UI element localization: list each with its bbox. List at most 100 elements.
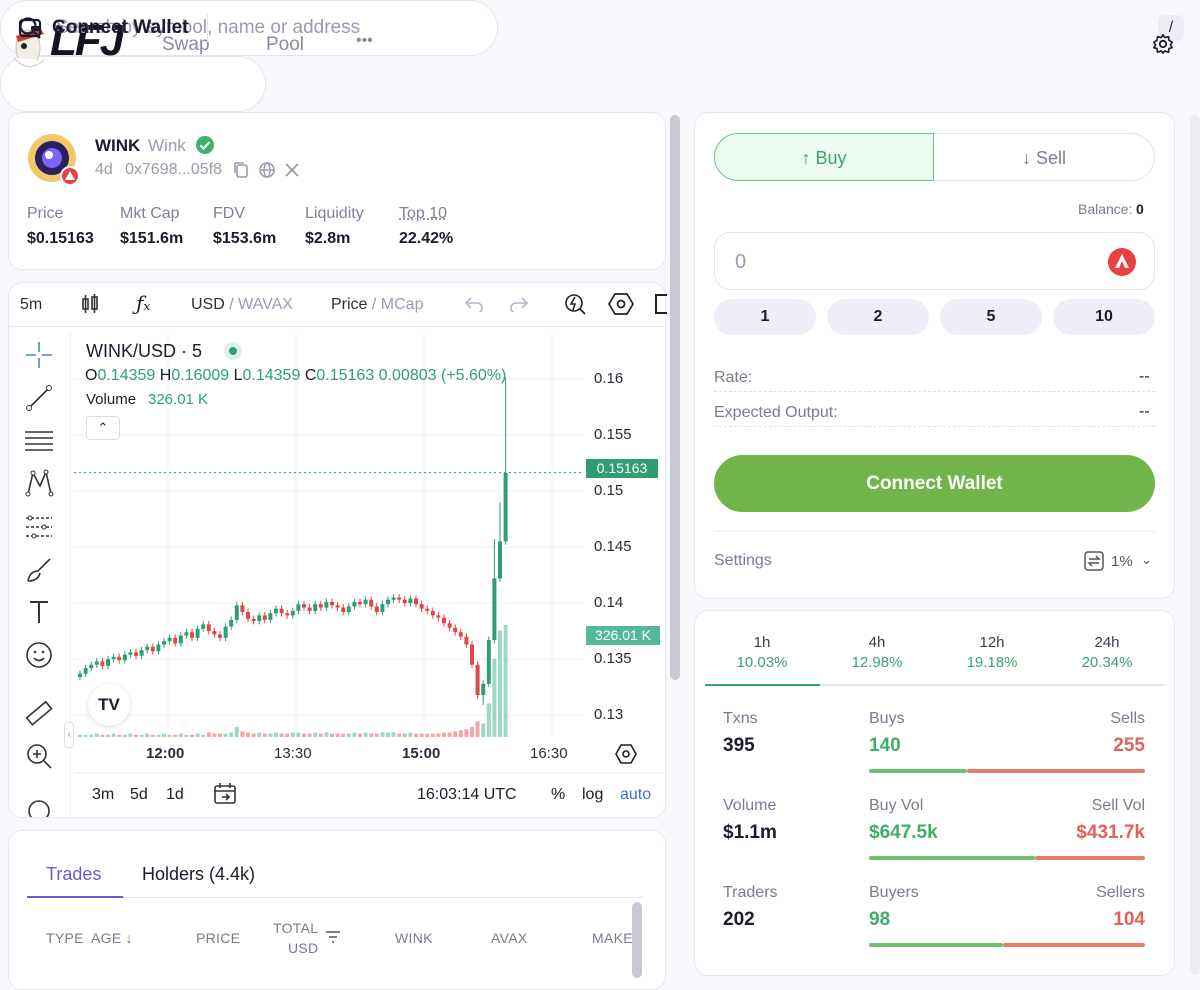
volume-bar (436, 734, 440, 737)
preset-1-button[interactable]: 1 (714, 299, 816, 335)
candle (347, 603, 351, 615)
candle (448, 620, 452, 631)
wallet-icon (18, 16, 42, 40)
preset-10-button[interactable]: 10 (1053, 299, 1155, 335)
volume-bar (212, 734, 216, 737)
preset-5-button[interactable]: 5 (940, 299, 1042, 335)
tab-trades[interactable]: Trades (46, 864, 101, 885)
redo-icon[interactable] (509, 296, 529, 312)
auto-scale-button[interactable]: auto (620, 786, 651, 804)
candles-icon[interactable] (80, 293, 100, 315)
candle (420, 601, 424, 612)
interval-select[interactable]: 5m (20, 296, 42, 314)
volume-bar (341, 734, 345, 737)
x-tick-label: 12:00 (146, 745, 184, 762)
volume-bar (240, 731, 244, 737)
projection-icon[interactable] (24, 512, 54, 542)
amount-input[interactable] (735, 249, 1075, 275)
text-tool-icon[interactable] (24, 597, 54, 627)
candle (436, 612, 440, 621)
magnet-icon[interactable] (24, 797, 54, 817)
left-column-scrollbar[interactable] (670, 115, 680, 680)
globe-icon[interactable] (259, 162, 275, 178)
trend-line-icon[interactable] (24, 383, 54, 413)
copy-icon[interactable] (233, 161, 249, 179)
candle (464, 633, 468, 648)
volume-bar (274, 733, 278, 737)
timeframe-tab-1h[interactable]: 1h 10.03% (707, 634, 817, 671)
trades-scrollbar[interactable] (632, 902, 642, 978)
axis-settings-icon[interactable] (615, 744, 637, 764)
y-tick-label: 0.15 (594, 482, 623, 499)
volume-bar (184, 735, 188, 737)
indicators-icon[interactable]: ƒₓ (136, 291, 151, 315)
stat-label-price: Price (27, 205, 63, 223)
collapse-legend-button[interactable]: ⌃ (86, 416, 120, 440)
volume-bar (448, 733, 452, 737)
volume-bar (470, 727, 474, 737)
pattern-icon[interactable] (24, 468, 54, 498)
candle (504, 378, 508, 545)
log-scale-button[interactable]: log (582, 786, 603, 804)
candle (285, 610, 289, 619)
range-3m-button[interactable]: 3m (92, 786, 114, 804)
range-1d-button[interactable]: 1d (166, 786, 184, 804)
buy-tab[interactable]: ↑ Buy (714, 133, 934, 181)
fib-lines-icon[interactable] (24, 426, 54, 456)
collapse-toolbar-icon[interactable]: ‹ (64, 722, 74, 748)
col-age[interactable]: AGE ↓ (91, 930, 133, 946)
volume-bar (252, 734, 256, 737)
candle (425, 605, 429, 614)
volume-bar (224, 734, 228, 737)
utc-clock[interactable]: 16:03:14 UTC (417, 786, 517, 804)
undo-icon[interactable] (464, 296, 484, 312)
timeframe-tab-12h[interactable]: 12h 19.18% (937, 634, 1047, 671)
candle (112, 654, 116, 663)
settings-label: Settings (714, 552, 772, 570)
mode-toggle[interactable]: Price / MCap (331, 296, 423, 314)
x-twitter-icon[interactable] (285, 163, 299, 177)
right-column-scrollbar[interactable] (1190, 115, 1200, 975)
sell-tab[interactable]: ↓ Sell (934, 133, 1155, 181)
y-tick-label: 0.145 (594, 538, 632, 555)
timeframe-tab-24h[interactable]: 24h 20.34% (1052, 634, 1162, 671)
volume-bar (442, 733, 446, 737)
settings-gear-icon[interactable] (1152, 33, 1174, 55)
volume-bar (140, 735, 144, 737)
ohlc-h-label: H (160, 367, 172, 384)
quote-toggle[interactable]: USD / WAVAX (191, 296, 293, 314)
emoji-icon[interactable] (24, 640, 54, 670)
timeframe-tab-4h[interactable]: 4h 12.98% (822, 634, 932, 671)
ruler-icon[interactable] (24, 699, 54, 729)
volume-bar (117, 735, 121, 737)
amount-field[interactable] (714, 232, 1155, 290)
slippage-value[interactable]: 1% (1111, 553, 1133, 570)
crosshair-icon[interactable] (24, 340, 54, 370)
preset-2-button[interactable]: 2 (827, 299, 929, 335)
stat-label-top10[interactable]: Top 10 (399, 205, 447, 223)
chevron-down-icon[interactable]: ⌄ (1141, 552, 1152, 568)
percent-scale-button[interactable]: % (551, 786, 565, 804)
candle (375, 603, 379, 615)
connect-wallet-header-label: Connect Wallet (52, 17, 189, 39)
alert-lightning-icon[interactable] (563, 292, 587, 316)
fullscreen-icon[interactable] (655, 294, 667, 314)
stat-buy-value: 140 (869, 735, 901, 757)
candle (274, 605, 278, 616)
chart-pair-title: WINK/USD · 5 (86, 341, 202, 362)
filter-icon[interactable] (325, 931, 341, 943)
zoom-in-icon[interactable] (24, 741, 54, 771)
slippage-icon[interactable] (1084, 551, 1104, 571)
connect-wallet-button[interactable]: Connect Wallet (714, 455, 1155, 512)
brush-icon[interactable] (24, 555, 54, 585)
tab-holders[interactable]: Holders (4.4k) (142, 864, 255, 885)
range-5d-button[interactable]: 5d (130, 786, 148, 804)
hexagon-settings-icon[interactable] (608, 292, 634, 316)
stat-row-value: 202 (723, 909, 755, 931)
candle (324, 599, 328, 611)
stat-sell-label: Sellers (1096, 884, 1145, 902)
calendar-goto-icon[interactable] (213, 782, 237, 806)
timeframe-label: 4h (869, 634, 886, 651)
volume-bar (100, 735, 104, 737)
quote-separator: / (225, 296, 238, 313)
